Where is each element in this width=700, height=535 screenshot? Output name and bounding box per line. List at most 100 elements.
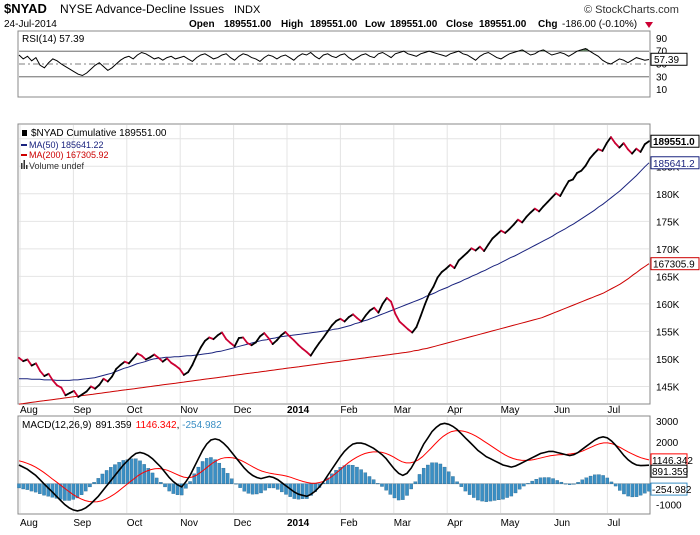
macd-histogram-bar <box>622 483 626 495</box>
macd-histogram-bar <box>409 483 413 490</box>
macd-histogram-bar <box>234 483 238 485</box>
price-segment <box>284 331 291 338</box>
macd-histogram-bar <box>363 472 368 484</box>
price-segment <box>593 148 600 155</box>
macd-histogram-bar <box>542 477 547 484</box>
high-value: 189551.00 <box>310 19 358 30</box>
macd-histogram-bar <box>626 483 630 497</box>
macd-x-tick-label: 2014 <box>287 518 310 529</box>
macd-histogram-bar <box>242 483 247 492</box>
macd-histogram-bar <box>179 483 184 496</box>
macd-histogram-bar <box>463 483 468 492</box>
price-segment <box>254 335 261 344</box>
ma50-current-tag: 185641.2 <box>650 156 700 170</box>
price-segment <box>352 313 359 320</box>
ma200-legend-text: MA(200) 167305.92 <box>29 150 109 160</box>
macd-histogram-bar <box>125 459 130 484</box>
macd-histogram-bar <box>75 483 80 499</box>
price-segment <box>191 354 198 366</box>
macd-histogram-bar <box>171 483 176 494</box>
macd-histogram-bar <box>572 483 576 485</box>
price-segment <box>47 372 54 382</box>
macd-value-text: 891.359 <box>95 420 132 431</box>
macd-x-tick-label: Dec <box>234 518 252 529</box>
high-label: High <box>281 19 303 30</box>
price-segment <box>601 142 608 152</box>
price-panel <box>17 123 651 405</box>
macd-histogram-bar <box>184 483 188 489</box>
price-segment <box>128 357 135 365</box>
signal-value-text: 1146.342 <box>136 420 177 431</box>
macd-histogram-bar <box>517 483 522 490</box>
price-segment <box>94 383 101 390</box>
price-x-tick-label: Feb <box>340 405 358 416</box>
price-x-tick-label: Jun <box>554 405 570 416</box>
price-segment <box>292 339 299 346</box>
macd-histogram-bar <box>188 481 192 484</box>
price-segment <box>166 357 173 364</box>
macd-histogram-bar <box>96 478 101 484</box>
macd-histogram-bar <box>33 483 38 493</box>
price-current-tag-label: 189551.0 <box>653 137 695 148</box>
volume-legend-text: Volume undef <box>29 161 85 171</box>
macd-histogram-bar <box>647 483 651 492</box>
price-segment <box>462 251 469 258</box>
macd-histogram-bar <box>246 483 251 494</box>
macd-histogram-bar <box>597 474 601 484</box>
price-segment <box>364 309 371 317</box>
price-segment <box>111 367 118 378</box>
price-segment <box>385 296 392 303</box>
price-segment <box>225 338 232 344</box>
price-segment <box>297 343 304 350</box>
macd-histogram-bar <box>305 483 309 499</box>
macd-histogram-bar <box>342 465 347 484</box>
price-segment <box>263 332 270 339</box>
ma50-line <box>19 162 650 381</box>
macd-histogram-bar <box>275 483 280 490</box>
macd-histogram-bar <box>601 475 605 484</box>
macd-histogram-bar <box>17 483 21 489</box>
price-segment <box>212 334 219 341</box>
macd-histogram-bar <box>117 462 121 484</box>
price-x-tick-label: Mar <box>394 405 412 416</box>
macd-histogram-bar <box>209 457 213 484</box>
macd-histogram-bar <box>21 483 25 490</box>
price-segment <box>571 171 579 181</box>
macd-histogram-bar <box>159 482 163 484</box>
macd-histogram-bar <box>584 477 589 484</box>
macd-histogram-bar <box>484 483 489 502</box>
macd-histogram-bar <box>84 483 88 492</box>
price-segment <box>360 314 367 323</box>
price-x-tick-label: 2014 <box>287 405 310 416</box>
macd-histogram-bar <box>121 460 126 484</box>
macd-histogram-bar <box>505 483 509 498</box>
macd-histogram-bar <box>392 483 397 499</box>
macd-histogram-bar <box>396 483 401 501</box>
macd-histogram-bar <box>401 483 405 500</box>
macd-histogram-bar <box>522 483 526 487</box>
macd-histogram-bar <box>446 471 451 484</box>
macd-histogram-bar <box>538 477 543 484</box>
price-segment <box>288 335 295 342</box>
price-segment <box>195 346 202 357</box>
chg-value: -186.00 (-0.10%) <box>562 19 637 30</box>
macd-histogram-bar <box>154 477 159 484</box>
macd-x-tick-label: Jun <box>554 518 570 529</box>
macd-current-tag-box <box>650 464 688 478</box>
macd-histogram-bar <box>88 483 92 488</box>
macd-histogram-bar <box>551 478 555 484</box>
macd-histogram-bar <box>513 483 518 494</box>
price-segment <box>618 142 625 149</box>
macd-histogram-bar <box>547 477 551 484</box>
price-x-tick-label: Oct <box>127 405 143 416</box>
macd-histogram-bar <box>225 473 230 484</box>
macd-signal-line <box>18 430 650 503</box>
macd-histogram-bar <box>355 466 359 484</box>
price-tick-label: 165K <box>656 272 680 283</box>
macd-histogram-bar <box>138 460 142 484</box>
macd-histogram-bar <box>638 483 643 496</box>
price-segment <box>563 180 570 190</box>
macd-histogram-bar <box>309 483 313 496</box>
price-segment <box>187 364 194 374</box>
